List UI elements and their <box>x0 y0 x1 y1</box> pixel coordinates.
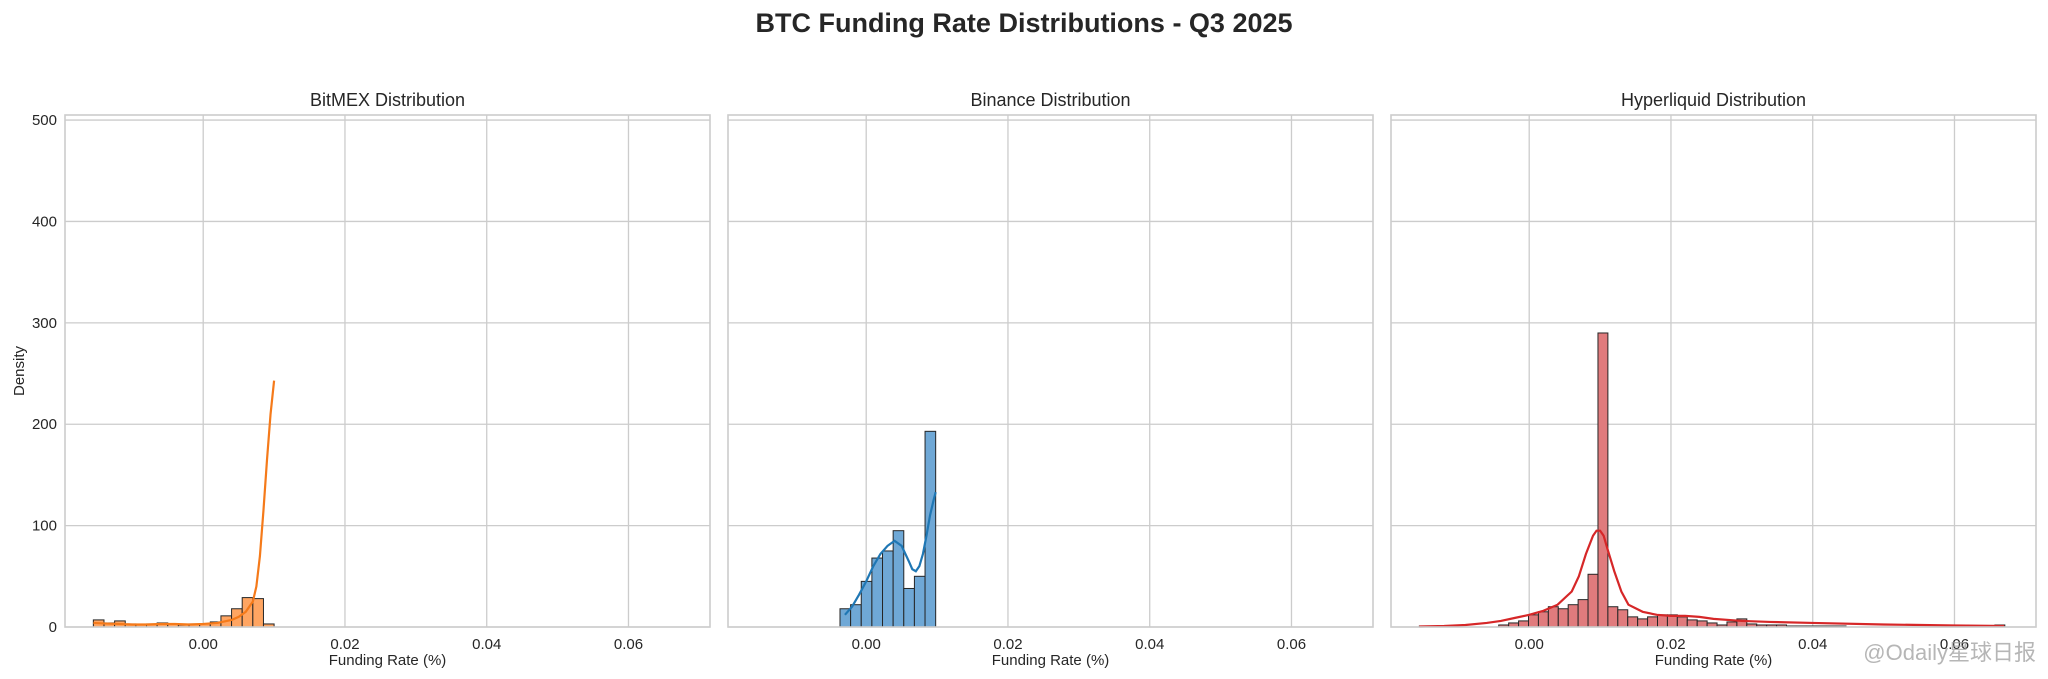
histogram-bar <box>903 587 915 628</box>
histogram-bar <box>1557 608 1569 628</box>
panel-title: BitMEX Distribution <box>310 90 465 110</box>
kde-curve <box>1419 529 2005 628</box>
y-tick-label: 400 <box>32 213 57 230</box>
x-axis-label: Funding Rate (%) <box>1655 652 1773 669</box>
grid <box>65 115 710 628</box>
histogram-bar <box>1657 614 1668 628</box>
watermark: @Odaily星球日报 <box>1863 640 2036 665</box>
x-tick-label: 0.02 <box>330 636 359 653</box>
y-tick-labels: 0 100 200 300 400 500 <box>32 112 57 636</box>
x-tick-labels: 0.00 0.02 0.04 0.06 <box>1515 636 1969 653</box>
histogram-bar <box>1597 332 1609 628</box>
histogram-bar <box>1567 604 1579 628</box>
y-axis-label: Density <box>11 345 28 396</box>
x-tick-label: 0.00 <box>852 636 881 653</box>
histogram-bar <box>871 557 884 628</box>
y-tick-label: 0 <box>49 619 57 636</box>
axes-frame <box>64 114 711 628</box>
x-tick-label: 0.00 <box>1515 636 1544 653</box>
x-tick-label: 0.04 <box>1135 636 1164 653</box>
histogram-bar <box>1547 606 1559 628</box>
histogram-bar <box>1676 616 1688 628</box>
y-tick-label: 200 <box>32 416 57 433</box>
x-tick-label: 0.02 <box>1656 636 1685 653</box>
x-tick-labels: 0.00 0.02 0.04 0.06 <box>189 636 643 653</box>
x-tick-label: 0.04 <box>1798 636 1827 653</box>
kde-curve <box>844 491 937 616</box>
histogram-bar <box>1647 616 1659 628</box>
histogram-bar <box>1627 616 1639 628</box>
kde-curve <box>93 380 276 626</box>
x-tick-label: 0.06 <box>614 636 643 653</box>
binance-panel: Binance Distribution 0.00 0.02 0.04 0.06 Fu… <box>727 90 1374 669</box>
histogram-bar <box>1637 618 1649 628</box>
grid <box>1391 115 2036 628</box>
axes-frame <box>727 114 1374 628</box>
histogram-bar <box>1696 620 1708 628</box>
x-tick-label: 0.02 <box>993 636 1022 653</box>
x-tick-label: 0.06 <box>1940 636 1969 653</box>
histogram-bar <box>252 598 264 628</box>
histogram-bar <box>1518 620 1530 628</box>
y-tick-label: 500 <box>32 112 57 129</box>
histogram-bar <box>1617 609 1629 628</box>
histogram-bar <box>882 550 894 628</box>
panel-title: Hyperliquid Distribution <box>1621 90 1806 110</box>
x-tick-label: 0.00 <box>189 636 218 653</box>
panel-title: Binance Distribution <box>970 90 1130 110</box>
histogram-bar <box>1686 619 1698 628</box>
x-axis-label: Funding Rate (%) <box>329 652 447 669</box>
histogram-bar <box>913 575 926 628</box>
bitmex-panel: BitMEX Distribution 0.00 0.02 0.04 0.06 0 10… <box>11 90 711 669</box>
x-tick-label: 0.06 <box>1277 636 1306 653</box>
figure-title: BTC Funding Rate Distributions - Q3 2025 <box>755 8 1292 38</box>
x-axis-label: Funding Rate (%) <box>992 652 1110 669</box>
histogram-bar <box>1587 573 1599 628</box>
histogram-bar <box>1537 611 1549 628</box>
histogram-bar <box>1577 599 1589 628</box>
histogram-bar <box>1607 606 1619 628</box>
axes-frame <box>1390 114 2037 628</box>
x-tick-label: 0.04 <box>472 636 501 653</box>
y-tick-label: 100 <box>32 518 57 535</box>
y-tick-label: 300 <box>32 315 57 332</box>
hyperliquid-panel: Hyperliquid Distribution 0.00 0.02 0.04 0.0… <box>1390 90 2037 669</box>
x-tick-labels: 0.00 0.02 0.04 0.06 <box>852 636 1306 653</box>
histogram-bar <box>1528 614 1539 628</box>
